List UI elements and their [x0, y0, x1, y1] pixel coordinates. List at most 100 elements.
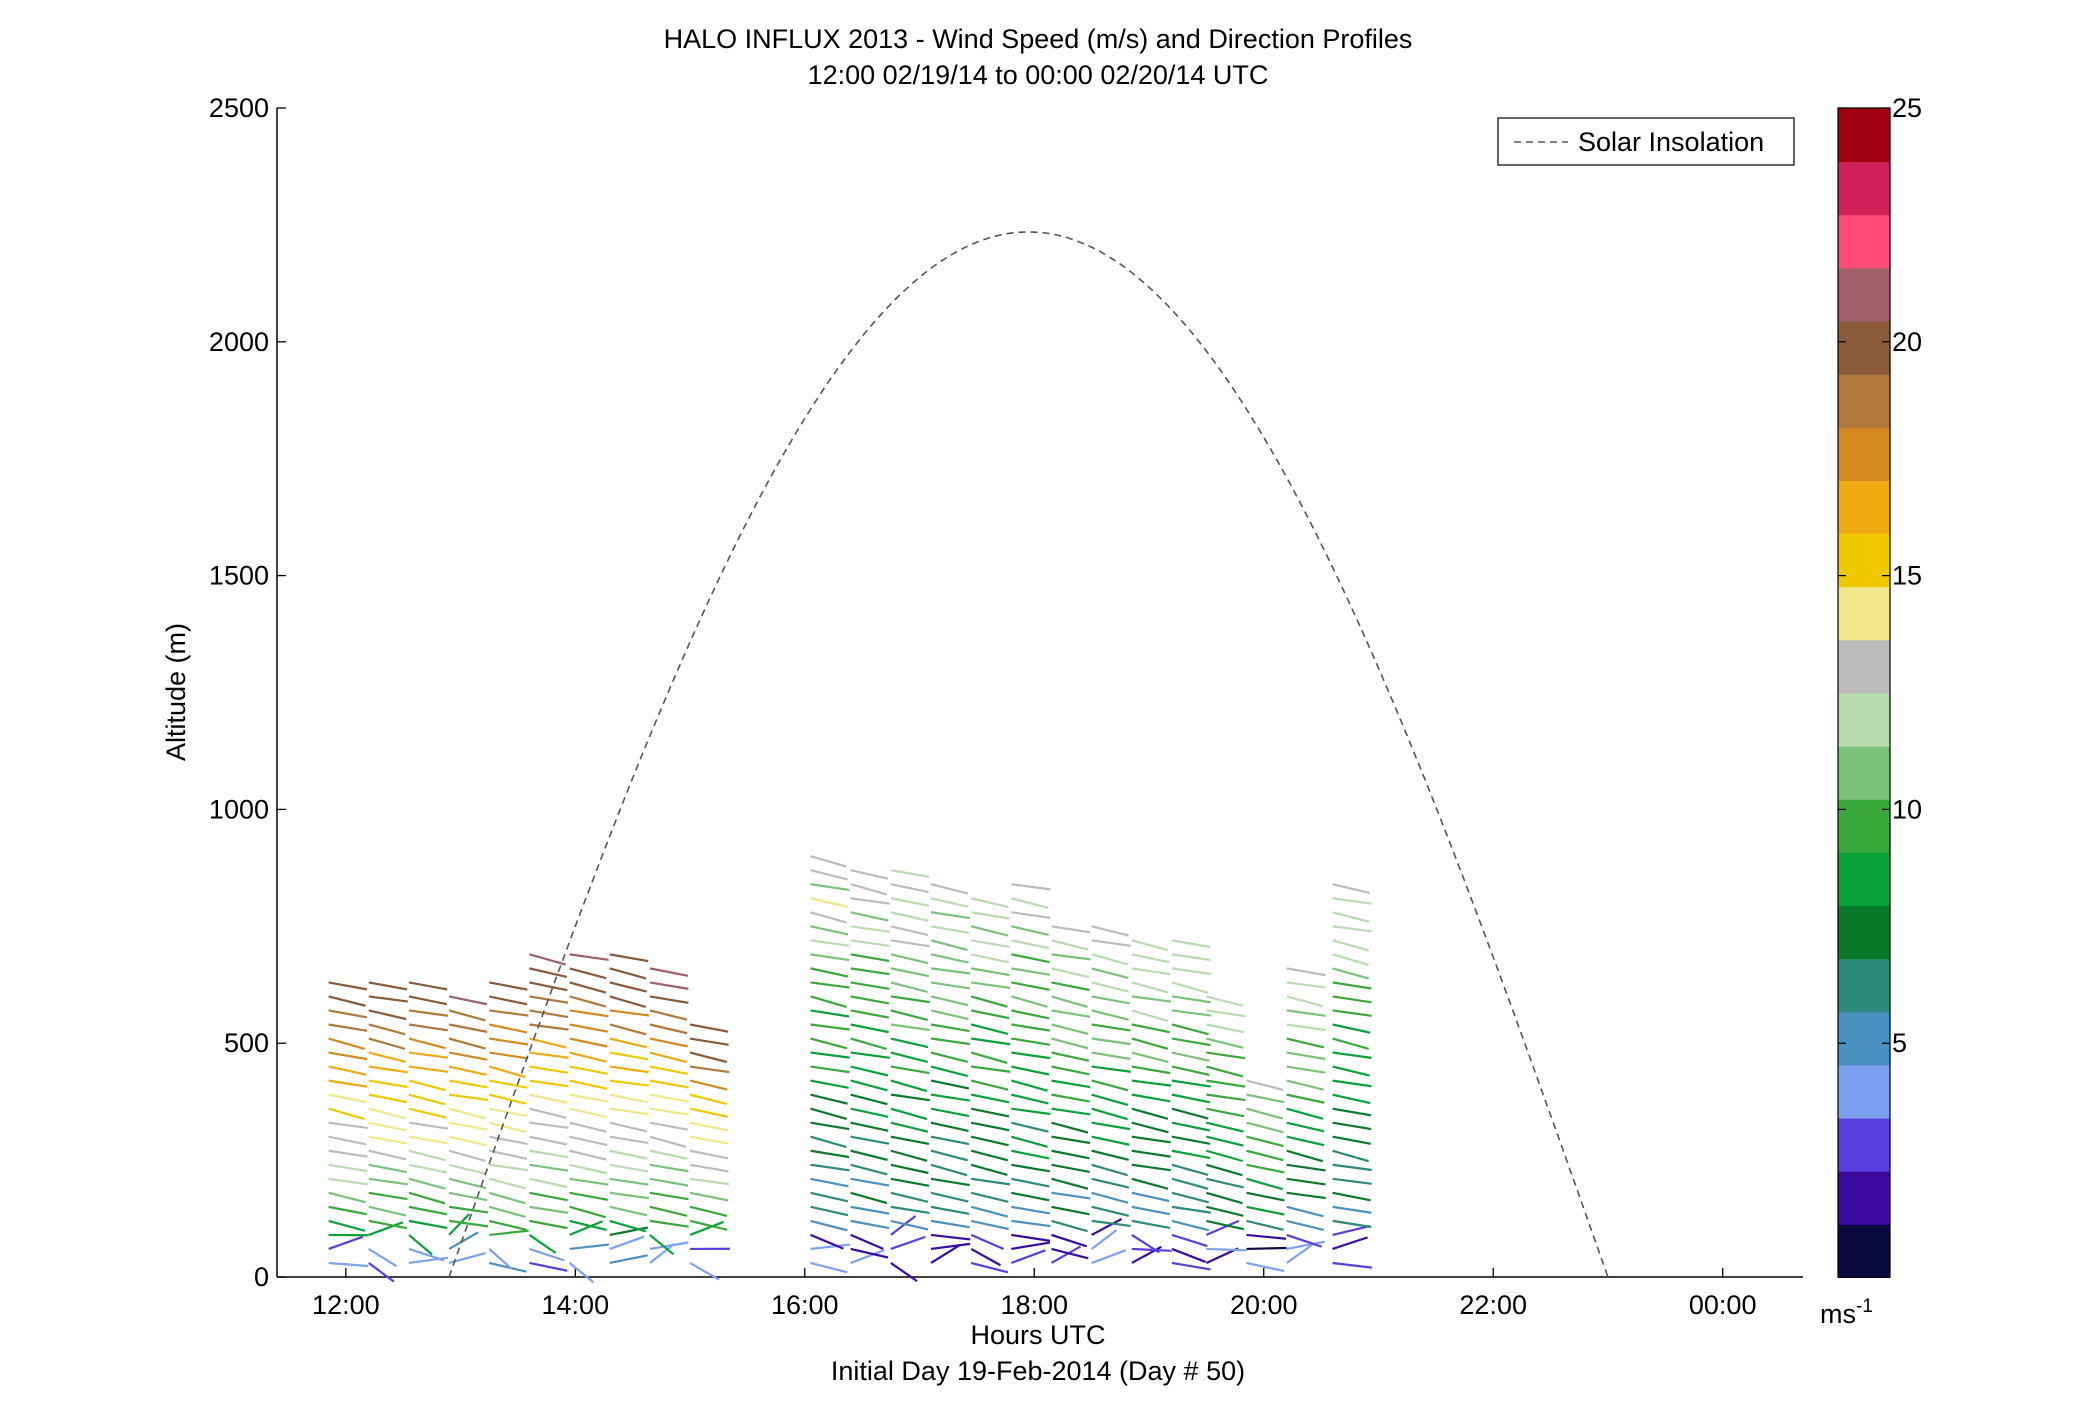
wind-vector	[1091, 995, 1131, 1005]
wind-vector	[569, 1191, 609, 1201]
wind-vector	[850, 967, 890, 976]
wind-vector	[489, 1079, 528, 1089]
wind-vector	[408, 995, 448, 1006]
wind-vector	[489, 981, 528, 991]
wind-vector	[970, 911, 1010, 920]
wind-vector	[568, 1262, 595, 1284]
colorbar-tick-label: 25	[1892, 93, 1922, 123]
wind-vector	[1286, 1135, 1325, 1147]
wind-vector	[970, 1135, 1009, 1147]
wind-vector	[1171, 995, 1211, 1004]
wind-vector	[890, 911, 929, 922]
wind-vector	[810, 897, 849, 909]
wind-vector	[1286, 967, 1326, 977]
wind-vector	[368, 1023, 406, 1036]
wind-vector	[810, 1023, 850, 1031]
wind-vector	[930, 1205, 970, 1215]
wind-vector	[1171, 1079, 1211, 1088]
wind-vector	[328, 1121, 368, 1130]
colorbar-unit: ms-1	[1820, 1296, 1873, 1329]
wind-vector	[1246, 1121, 1284, 1134]
wind-vector	[408, 1037, 446, 1050]
wind-vector	[1332, 1177, 1372, 1185]
wind-vector	[368, 1163, 408, 1174]
wind-vector	[971, 1177, 1011, 1186]
wind-vector	[1206, 1219, 1245, 1231]
wind-vector	[569, 1121, 607, 1133]
wind-vector	[1051, 1065, 1090, 1076]
wind-vector	[930, 911, 970, 920]
wind-vector	[408, 1247, 445, 1262]
wind-vector	[1051, 939, 1089, 951]
wind-vector	[1011, 1107, 1051, 1116]
wind-vector	[488, 1177, 527, 1190]
wind-vector	[890, 925, 929, 937]
wind-vector	[609, 1065, 649, 1074]
wind-vector	[850, 1135, 890, 1145]
wind-vector	[609, 1023, 647, 1036]
wind-vector	[368, 1149, 407, 1161]
wind-vector	[609, 1191, 649, 1200]
wind-vector	[930, 1107, 970, 1118]
wind-vector	[529, 1037, 567, 1049]
wind-vector	[488, 1191, 526, 1205]
wind-vector	[810, 925, 849, 936]
wind-vector	[1206, 1177, 1244, 1189]
wind-vector	[1011, 1241, 1051, 1251]
wind-vector	[970, 1051, 1008, 1064]
wind-vector	[850, 1191, 888, 1205]
wind-vector	[890, 1135, 930, 1146]
wind-vector	[649, 1037, 688, 1048]
wind-vector	[1246, 1079, 1284, 1092]
wind-vector	[1246, 1093, 1285, 1104]
wind-vector	[1011, 883, 1051, 891]
wind-vector	[1051, 1149, 1090, 1160]
wind-vector	[368, 1079, 408, 1089]
colorbar-tick-label: 20	[1892, 327, 1922, 357]
wind-vector	[1171, 953, 1211, 962]
wind-vector	[489, 1219, 527, 1231]
wind-vector	[569, 1051, 607, 1063]
wind-vector	[890, 1107, 928, 1121]
wind-vector	[890, 1215, 917, 1236]
wind-vector	[1171, 1219, 1210, 1232]
wind-vector	[529, 1023, 569, 1031]
wind-vector	[448, 1093, 489, 1102]
wind-vector	[1286, 1243, 1314, 1264]
wind-vector	[810, 1233, 844, 1250]
wind-vector	[1011, 1233, 1051, 1242]
colorbar-segment	[1838, 1170, 1890, 1225]
wind-vector	[689, 1051, 728, 1064]
wind-vector	[1206, 995, 1244, 1007]
wind-vector	[448, 1009, 486, 1022]
wind-vector	[1051, 1233, 1088, 1248]
wind-vector	[569, 1243, 610, 1251]
wind-vector	[609, 1226, 649, 1236]
wind-vector	[609, 1205, 648, 1217]
wind-vector	[569, 1135, 608, 1147]
wind-vector	[810, 1177, 849, 1188]
wind-vector	[1206, 1009, 1246, 1018]
wind-vector	[408, 1135, 448, 1145]
wind-vector	[810, 967, 849, 978]
wind-vector	[930, 1135, 970, 1146]
wind-vector	[1171, 1023, 1209, 1036]
wind-vector	[970, 1205, 1009, 1218]
wind-vector	[890, 897, 930, 907]
wind-vector	[1206, 1037, 1244, 1049]
wind-vector	[1011, 1065, 1050, 1076]
wind-vector	[930, 1191, 969, 1203]
wind-vector	[1332, 1079, 1372, 1088]
wind-vector	[649, 1205, 688, 1217]
wind-vector	[569, 1023, 608, 1033]
wind-vector	[408, 1163, 448, 1174]
wind-vector	[1011, 967, 1051, 976]
wind-vector	[529, 1205, 569, 1214]
wind-vector	[810, 1149, 850, 1159]
wind-vector	[1246, 1191, 1285, 1202]
colorbar-segment	[1838, 426, 1890, 481]
wind-vector	[1011, 1205, 1050, 1215]
wind-vector	[529, 953, 566, 966]
wind-vector	[569, 1219, 607, 1231]
wind-vector	[970, 1107, 1010, 1118]
